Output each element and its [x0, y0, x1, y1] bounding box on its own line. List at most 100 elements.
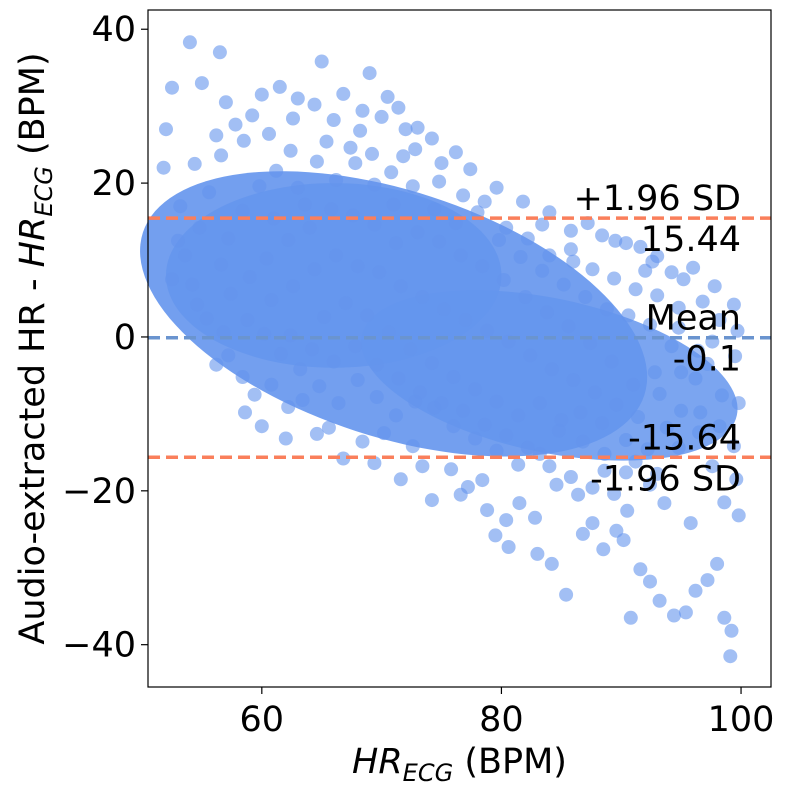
data-point: [171, 233, 185, 248]
data-point: [326, 354, 341, 369]
data-point: [640, 442, 655, 457]
data-point: [488, 528, 503, 543]
data-point: [329, 173, 344, 187]
data-point: [398, 122, 413, 137]
data-point: [686, 260, 701, 275]
data-point: [678, 605, 693, 620]
data-point: [214, 257, 229, 272]
data-point: [283, 328, 298, 343]
data-point: [266, 211, 281, 226]
data-point: [384, 165, 399, 180]
data-point: [705, 459, 720, 474]
data-point: [458, 313, 473, 327]
data-point: [609, 397, 624, 412]
data-point: [676, 272, 691, 287]
data-point: [278, 431, 293, 446]
data-point: [667, 608, 681, 623]
data-point: [470, 205, 485, 220]
data-point: [290, 180, 305, 195]
data-point: [645, 254, 660, 269]
data-point: [372, 265, 387, 280]
data-point: [424, 131, 439, 146]
data-point: [652, 593, 667, 608]
data-point: [657, 496, 672, 511]
data-point: [348, 156, 363, 171]
data-point: [413, 385, 427, 400]
data-point: [544, 362, 559, 377]
data-point: [561, 319, 576, 334]
x-title-main: HR: [352, 742, 403, 782]
data-point: [374, 109, 389, 124]
data-point: [173, 199, 188, 214]
data-point: [583, 336, 598, 351]
data-point: [690, 343, 705, 358]
lower-sd-value: -15.64: [628, 418, 741, 458]
data-point: [156, 160, 171, 175]
data-point: [396, 149, 411, 164]
data-point: [331, 396, 346, 411]
data-point: [415, 290, 430, 304]
data-point: [319, 134, 334, 149]
mean-label: Mean: [646, 299, 741, 339]
data-point: [223, 286, 238, 301]
data-point: [688, 583, 703, 598]
data-point: [456, 403, 471, 418]
data-point: [367, 177, 382, 192]
y-tick-label: −40: [62, 626, 136, 666]
data-point: [556, 277, 571, 292]
data-point: [475, 473, 490, 488]
mean-value: -0.1: [673, 340, 741, 380]
data-point: [619, 236, 633, 251]
data-point: [549, 477, 564, 492]
y-title-suffix: (BPM): [13, 52, 53, 166]
data-point: [489, 394, 504, 409]
data-point: [535, 217, 550, 232]
data-point: [389, 408, 403, 423]
data-point: [499, 220, 514, 235]
data-point: [393, 472, 408, 487]
data-point: [480, 323, 495, 338]
data-point: [477, 417, 492, 432]
data-point: [247, 387, 262, 402]
data-point: [608, 233, 623, 248]
data-point: [202, 185, 217, 200]
data-point: [362, 66, 377, 81]
data-point: [501, 540, 516, 554]
data-point: [528, 510, 542, 525]
data-point: [520, 231, 535, 246]
data-point: [238, 405, 252, 420]
data-point: [221, 348, 236, 363]
data-point: [391, 371, 406, 386]
data-point: [345, 208, 360, 223]
data-point: [544, 556, 559, 571]
data-point: [729, 472, 744, 487]
data-point: [185, 277, 200, 292]
data-point: [338, 296, 353, 311]
data-point: [336, 451, 351, 466]
data-point: [499, 513, 514, 528]
data-point: [692, 425, 707, 440]
data-point: [295, 393, 310, 407]
data-point: [187, 156, 202, 171]
data-point: [468, 382, 483, 397]
data-point: [218, 95, 233, 110]
data-point: [367, 456, 382, 471]
data-point: [717, 610, 732, 625]
data-point: [312, 379, 327, 394]
axis-ticks: 60 80 100 −40 −20 0 20 40: [62, 10, 774, 740]
y-axis-title: Audio-extracted HR - HRECG (BPM): [13, 52, 58, 644]
data-point: [643, 574, 657, 589]
data-point: [730, 323, 745, 338]
data-point: [585, 262, 600, 277]
data-point: [700, 573, 715, 588]
data-point: [623, 610, 638, 625]
data-point: [432, 174, 447, 189]
data-point: [664, 339, 679, 354]
data-point: [448, 145, 463, 160]
x-title-suffix: (BPM): [453, 742, 567, 782]
data-point: [389, 236, 403, 251]
data-point: [283, 143, 298, 158]
data-point: [307, 262, 322, 277]
x-axis-title: HRECG (BPM): [352, 742, 567, 787]
plot-frame: [147, 9, 772, 688]
